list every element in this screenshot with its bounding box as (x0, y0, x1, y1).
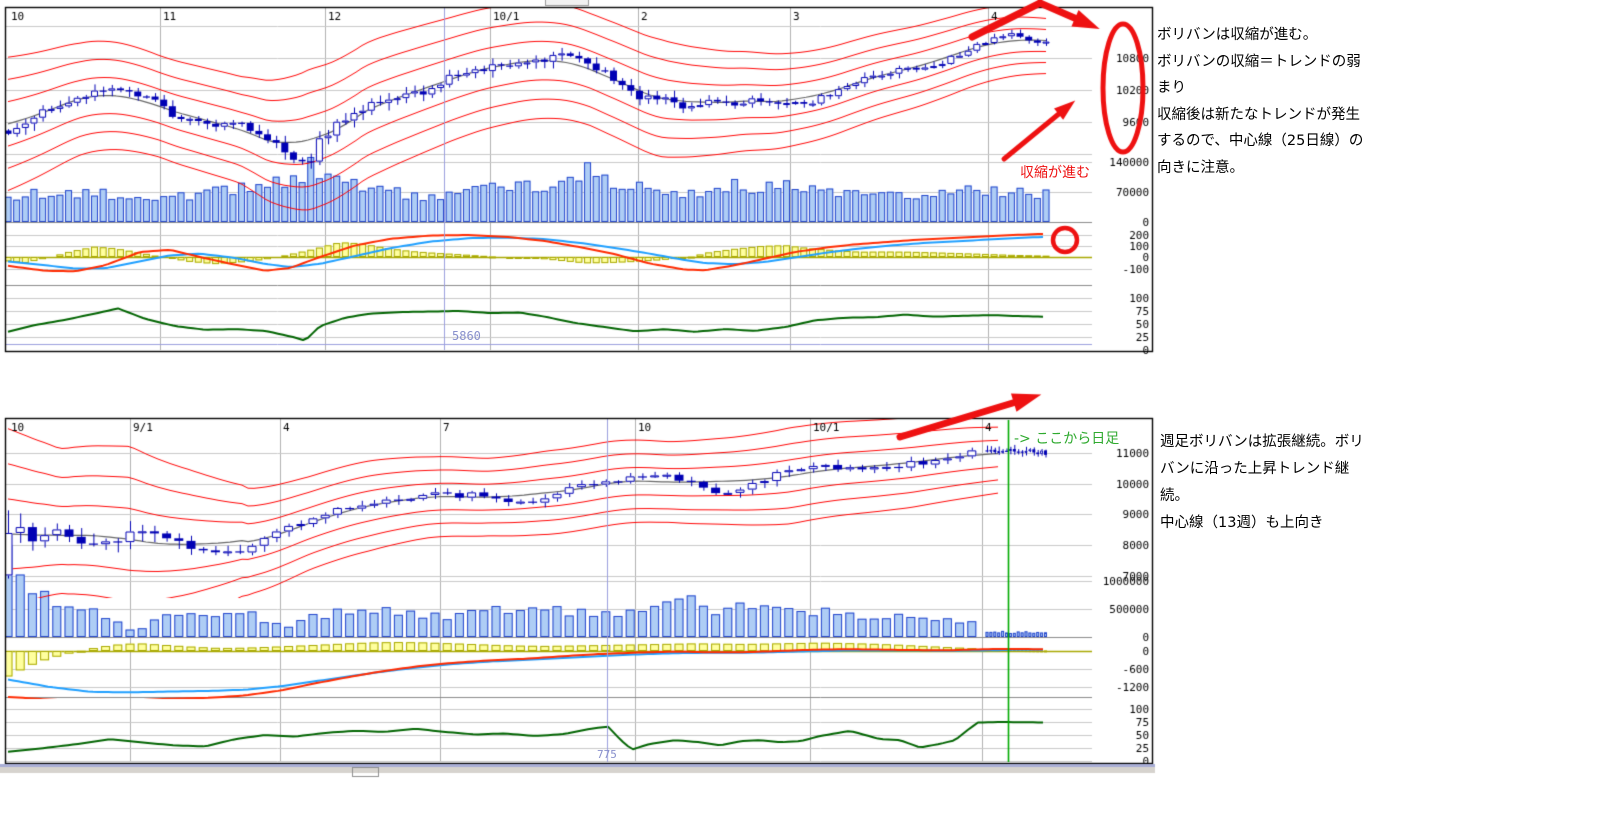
weekly-chart-note: 週足ボリバンは拡張継続。ボリ バンに沿った上昇トレンド継 続。 中心線（13週）… (1160, 429, 1378, 537)
contraction-label: 収縮が進む (1020, 165, 1090, 181)
daily-cursor-value: 5860 (452, 329, 481, 343)
note-line: ボリバンは収縮が進む。 (1157, 27, 1318, 43)
daily-chart-note: ボリバンは収縮が進む。 ボリバンの収縮＝トレンドの弱 まり 収縮後は新たなトレン… (1157, 22, 1375, 182)
note-line: 収縮後は新たなトレンドが発生 (1157, 106, 1360, 123)
note-line: するので、中心線（25日線）の (1157, 133, 1364, 150)
note-line: 中心線（13週）も上向き (1160, 515, 1324, 531)
weekly-cursor-value: 775 (597, 748, 617, 761)
note-line: まり (1157, 80, 1186, 97)
daily-from-here-label: -> ここから日足 (1014, 431, 1120, 447)
note-line: バンに沿った上昇トレンド継 (1160, 461, 1350, 477)
note-line: 週足ボリバンは拡張継続。ボリ (1160, 434, 1364, 450)
note-line: 向きに注意。 (1157, 159, 1244, 176)
note-line: 続。 (1160, 488, 1189, 504)
note-line: ボリバンの収縮＝トレンドの弱 (1157, 53, 1361, 70)
